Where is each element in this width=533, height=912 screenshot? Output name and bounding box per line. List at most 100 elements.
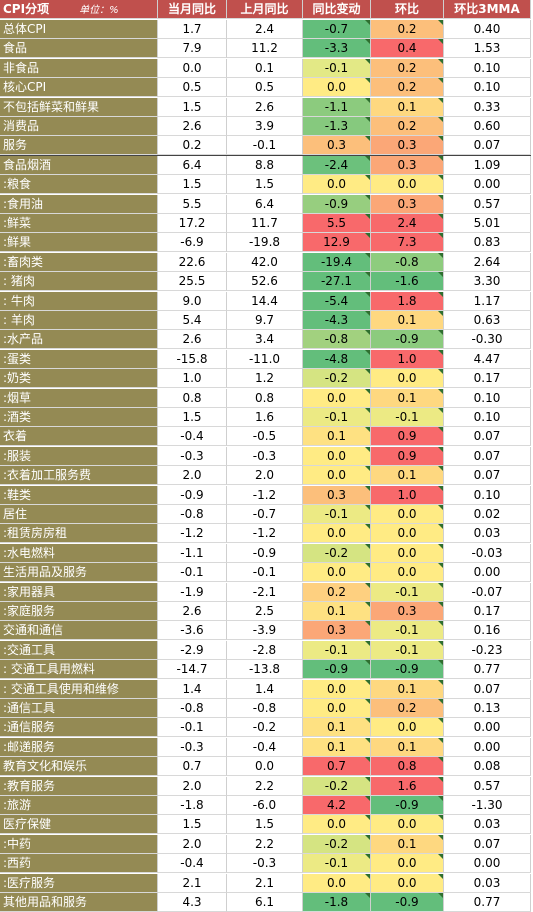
prev-yoy-cell: 6.1 [227,893,303,912]
current-yoy-cell: 0.8 [158,388,227,408]
current-yoy-cell: -1.8 [158,796,227,815]
mom-3mma-cell: 0.07 [444,834,531,854]
mom-cell: -0.1 [371,640,444,660]
current-yoy-cell: -0.3 [158,737,227,757]
mom-3mma-cell: 0.60 [444,117,531,136]
header-col-mom-3mma: 环比3MMA [444,0,531,19]
yoy-change-cell: 0.0 [303,699,371,718]
row-category-label: : 羊肉 [0,311,158,330]
yoy-change-cell: -0.1 [303,505,371,524]
row-category-label: 食品 [0,39,158,59]
yoy-change-cell: -19.4 [303,252,371,272]
table-row: :蛋类 -15.8 -11.0 -4.8 1.0 4.47 [0,349,531,369]
current-yoy-cell: 1.4 [158,679,227,699]
table-row: 教育文化和娱乐 0.7 0.0 0.7 0.8 0.08 [0,757,531,777]
table-row: : 牛肉 9.0 14.4 -5.4 1.8 1.17 [0,291,531,311]
mom-cell: 0.2 [371,20,444,39]
mom-cell: 0.1 [371,311,444,330]
yoy-change-cell: 0.1 [303,737,371,757]
mom-3mma-cell: -0.23 [444,640,531,660]
yoy-change-cell: -5.4 [303,291,371,311]
prev-yoy-cell: -0.9 [227,543,303,563]
row-category-label: 服务 [0,136,158,156]
yoy-change-cell: 12.9 [303,233,371,253]
mom-3mma-cell: 2.64 [444,252,531,272]
current-yoy-cell: -0.9 [158,485,227,505]
mom-cell: 0.1 [371,737,444,757]
table-row: :烟草 0.8 0.8 0.0 0.1 0.10 [0,388,531,408]
current-yoy-cell: 17.2 [158,214,227,233]
row-category-label: :交通工具 [0,640,158,660]
yoy-change-cell: 4.2 [303,796,371,815]
yoy-change-cell: -0.1 [303,408,371,427]
mom-cell: 0.1 [371,834,444,854]
yoy-change-cell: 0.0 [303,679,371,699]
mom-cell: 0.1 [371,466,444,486]
prev-yoy-cell: -0.4 [227,737,303,757]
prev-yoy-cell: 1.2 [227,369,303,389]
mom-3mma-cell: 0.07 [444,136,531,156]
row-category-label: :医疗服务 [0,873,158,893]
current-yoy-cell: 2.1 [158,873,227,893]
table-row: :通信工具 -0.8 -0.8 0.0 0.2 0.13 [0,699,531,718]
mom-3mma-cell: 0.03 [444,873,531,893]
prev-yoy-cell: 0.5 [227,78,303,98]
mom-cell: -0.9 [371,893,444,912]
mom-cell: 0.3 [371,602,444,621]
header-category: CPI分项 单位：% [0,0,158,19]
row-category-label: 教育文化和娱乐 [0,757,158,777]
table-row: 医疗保健 1.5 1.5 0.0 0.0 0.03 [0,815,531,835]
mom-cell: 0.3 [371,136,444,156]
row-category-label: : 交通工具用燃料 [0,660,158,680]
mom-cell: 0.0 [371,543,444,563]
row-category-label: :鞋类 [0,485,158,505]
yoy-change-cell: -0.9 [303,194,371,214]
row-category-label: :水产品 [0,330,158,350]
yoy-change-cell: -27.1 [303,272,371,292]
yoy-change-cell: -0.8 [303,330,371,350]
prev-yoy-cell: 11.2 [227,39,303,59]
row-category-label: :通信工具 [0,699,158,718]
mom-3mma-cell: 0.57 [444,194,531,214]
mom-3mma-cell: 0.83 [444,233,531,253]
row-category-label: : 交通工具使用和维修 [0,679,158,699]
prev-yoy-cell: 1.5 [227,175,303,195]
yoy-change-cell: 0.0 [303,446,371,466]
table-row: :教育服务 2.0 2.2 -0.2 1.6 0.57 [0,776,531,796]
row-category-label: 其他用品和服务 [0,893,158,912]
mom-3mma-cell: 0.07 [444,446,531,466]
yoy-change-cell: -0.2 [303,543,371,563]
header-unit-label: 单位：% [79,5,119,16]
current-yoy-cell: 1.0 [158,369,227,389]
current-yoy-cell: -0.1 [158,563,227,583]
prev-yoy-cell: 42.0 [227,252,303,272]
table-row: :家庭服务 2.6 2.5 0.1 0.3 0.17 [0,602,531,621]
mom-cell: 7.3 [371,233,444,253]
mom-cell: 0.2 [371,699,444,718]
mom-3mma-cell: 0.10 [444,388,531,408]
current-yoy-cell: 2.0 [158,834,227,854]
mom-cell: 0.0 [371,815,444,835]
row-category-label: :家庭服务 [0,602,158,621]
current-yoy-cell: -1.2 [158,524,227,544]
yoy-change-cell: 0.0 [303,388,371,408]
mom-3mma-cell: 0.10 [444,78,531,98]
prev-yoy-cell: 11.7 [227,214,303,233]
prev-yoy-cell: 0.8 [227,388,303,408]
table-row: :邮递服务 -0.3 -0.4 0.1 0.1 0.00 [0,737,531,757]
mom-cell: 0.0 [371,524,444,544]
row-category-label: :通信服务 [0,718,158,738]
table-row: 食品烟酒 6.4 8.8 -2.4 0.3 1.09 [0,155,531,175]
mom-3mma-cell: 1.17 [444,291,531,311]
mom-3mma-cell: 0.10 [444,485,531,505]
mom-cell: 0.3 [371,194,444,214]
table-row: :食用油 5.5 6.4 -0.9 0.3 0.57 [0,194,531,214]
row-category-label: :鲜菜 [0,214,158,233]
prev-yoy-cell: -0.1 [227,563,303,583]
mom-cell: 2.4 [371,214,444,233]
mom-3mma-cell: -0.30 [444,330,531,350]
mom-cell: 0.1 [371,97,444,117]
row-category-label: : 牛肉 [0,291,158,311]
table-row: 食品 7.9 11.2 -3.3 0.4 1.53 [0,39,531,59]
yoy-change-cell: 0.3 [303,485,371,505]
